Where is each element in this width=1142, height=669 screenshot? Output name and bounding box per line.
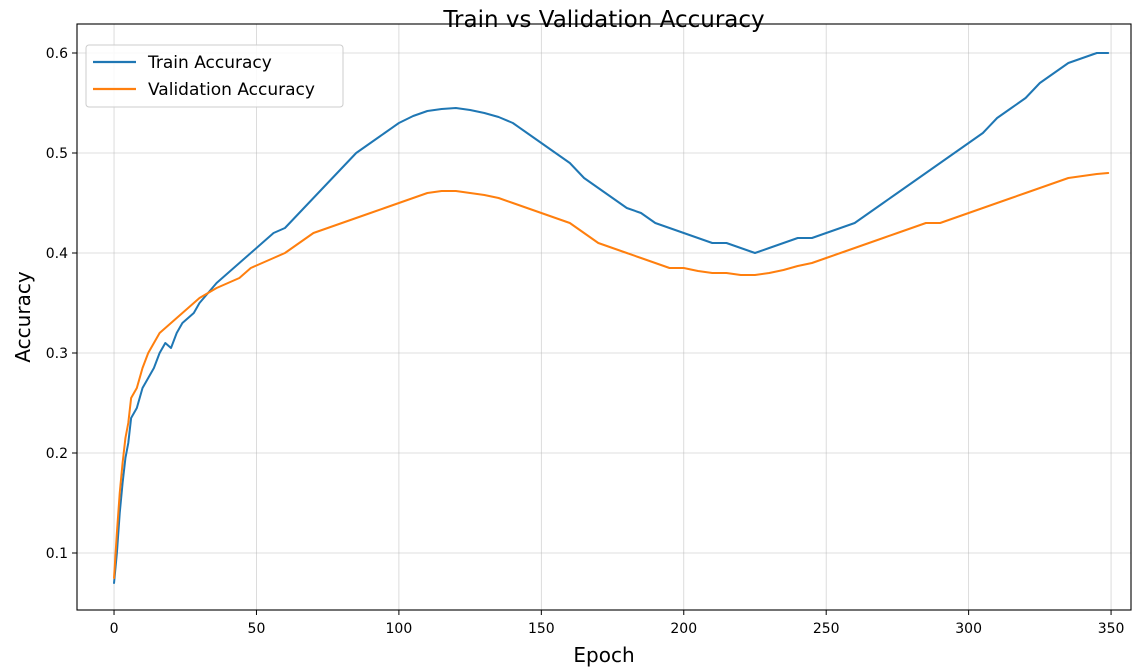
y-axis: 0.1 0.2 0.3 0.4 0.5 0.6 <box>46 46 77 562</box>
series-line-validation-accuracy <box>113 172 1110 579</box>
y-tick-label: 0.3 <box>46 346 68 362</box>
x-tick-label: 100 <box>386 621 413 637</box>
x-tick-label: 300 <box>955 621 982 637</box>
y-tick-label: 0.5 <box>46 146 68 162</box>
grid <box>77 24 1131 610</box>
x-axis: 0 50 100 150 200 250 300 350 <box>110 610 1125 637</box>
y-tick-label: 0.2 <box>46 446 68 462</box>
y-tick-label: 0.1 <box>46 546 68 562</box>
x-axis-title: Epoch <box>573 643 634 667</box>
y-tick-label: 0.6 <box>46 46 68 62</box>
x-tick-label: 200 <box>670 621 697 637</box>
x-tick-label: 350 <box>1098 621 1125 637</box>
series-lines <box>113 52 1110 584</box>
legend-label-validation: Validation Accuracy <box>148 80 315 100</box>
chart-title: Train vs Validation Accuracy <box>442 7 764 33</box>
legend-label-train: Train Accuracy <box>147 53 272 73</box>
plot-area-frame <box>76 23 1132 611</box>
legend: Train Accuracy Validation Accuracy <box>85 44 344 108</box>
x-tick-label: 0 <box>110 621 119 637</box>
x-tick-label: 150 <box>528 621 555 637</box>
series-line-train-accuracy <box>113 52 1110 584</box>
x-tick-label: 250 <box>813 621 840 637</box>
y-tick-label: 0.4 <box>46 246 68 262</box>
x-tick-label: 50 <box>248 621 266 637</box>
legend-box <box>85 44 344 108</box>
y-axis-title: Accuracy <box>11 271 35 362</box>
